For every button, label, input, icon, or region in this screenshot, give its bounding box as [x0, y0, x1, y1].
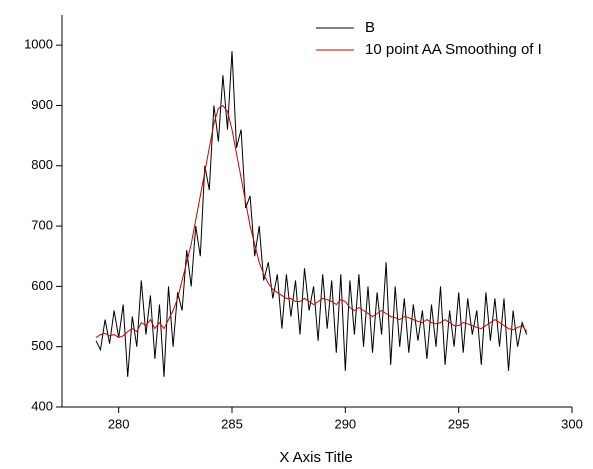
x-tick-label: 280 — [108, 416, 130, 431]
series-line — [95, 104, 528, 339]
y-tick-label: 1000 — [24, 37, 53, 52]
x-axis-title: X Axis Title — [279, 449, 352, 466]
x-tick-label: 285 — [221, 416, 243, 431]
y-tick-label: 800 — [31, 157, 53, 172]
legend-label: 10 point AA Smoothing of I — [365, 41, 542, 58]
x-tick-label: 290 — [334, 416, 356, 431]
series-line — [95, 51, 528, 377]
y-tick-label: 700 — [31, 218, 53, 233]
y-tick-label: 500 — [31, 338, 53, 353]
y-tick-label: 900 — [31, 97, 53, 112]
y-tick-label: 600 — [31, 278, 53, 293]
x-tick-label: 295 — [448, 416, 470, 431]
legend-label: B — [365, 19, 375, 36]
y-tick-label: 400 — [31, 398, 53, 413]
x-tick-label: 300 — [561, 416, 583, 431]
